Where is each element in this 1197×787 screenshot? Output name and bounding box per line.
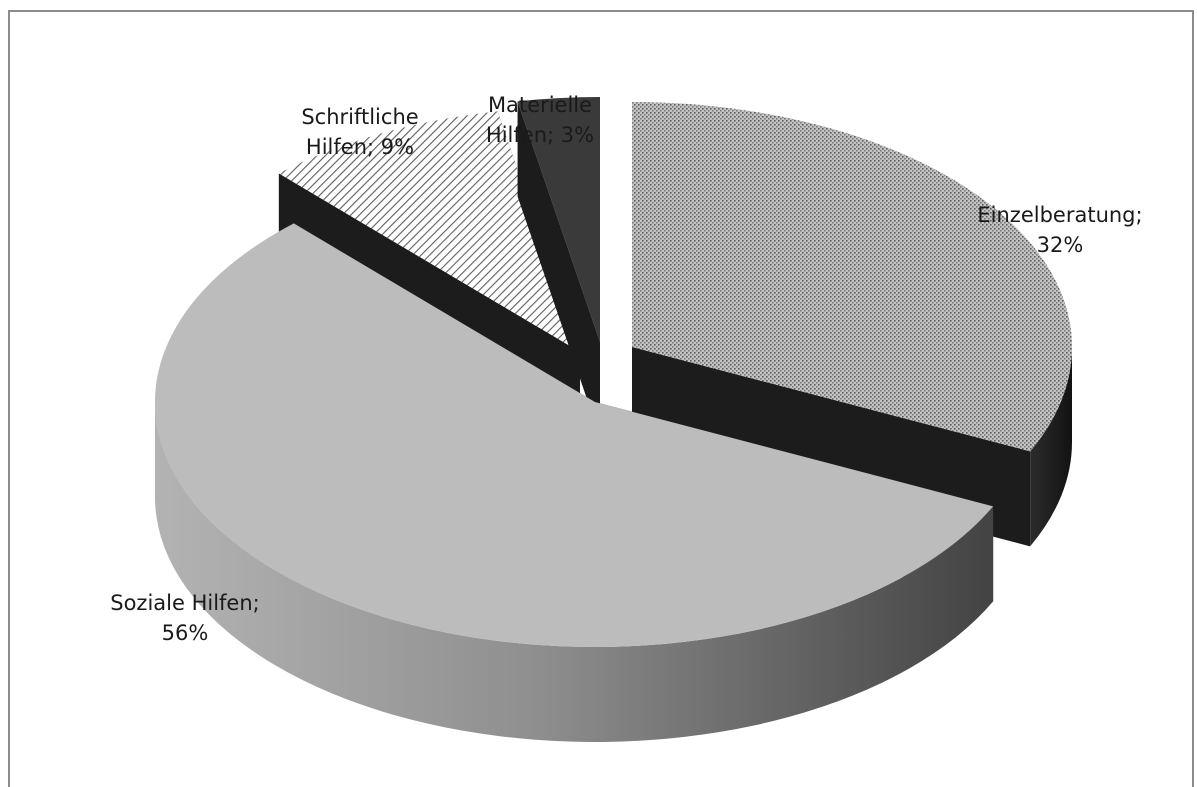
slice-cut-face xyxy=(517,101,600,437)
slice-outer-wall xyxy=(155,402,994,742)
slice-top xyxy=(517,97,600,342)
pie-slice-soziale-hilfen xyxy=(154,223,994,742)
slice-label: Schriftliche Hilfen; 9% xyxy=(301,105,418,159)
slice-outer-wall xyxy=(1030,347,1072,547)
slice-label: Materielle Hilfen; 3% xyxy=(486,93,594,147)
slice-label: Einzelberatung; 32% xyxy=(977,203,1142,257)
slice-top xyxy=(632,102,1072,452)
pie-slice-materielle-hilfen xyxy=(517,97,600,437)
slice-top xyxy=(154,223,994,648)
slice-top xyxy=(278,111,580,352)
chart-frame: Einzelberatung; 32% Soziale Hilfen; 56% Schr… xyxy=(8,10,1194,787)
pie-chart: Einzelberatung; 32% Soziale Hilfen; 56% Schr… xyxy=(110,93,1143,742)
slice-label: Soziale Hilfen; 56% xyxy=(110,591,260,645)
